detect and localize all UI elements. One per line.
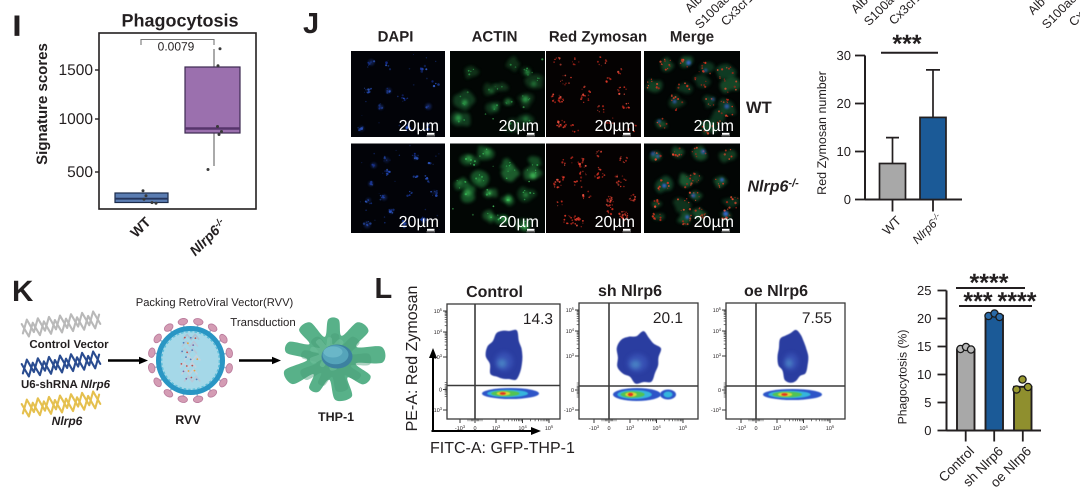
svg-text:0: 0 bbox=[844, 192, 851, 207]
svg-text:103: 103 bbox=[566, 352, 575, 360]
svg-text:Red Zymosan: Red Zymosan bbox=[549, 29, 647, 46]
svg-text:20µm: 20µm bbox=[499, 118, 539, 135]
svg-text:20µm: 20µm bbox=[595, 118, 635, 135]
svg-text:105: 105 bbox=[679, 424, 688, 432]
svg-text:U6-shRNA Nlrp6: U6-shRNA Nlrp6 bbox=[21, 379, 111, 391]
svg-text:Phagocytosis: Phagocytosis bbox=[121, 11, 238, 31]
svg-text:FITC-A: GFP-THP-1: FITC-A: GFP-THP-1 bbox=[430, 440, 575, 457]
svg-text:104: 104 bbox=[434, 328, 443, 336]
svg-text:Merge: Merge bbox=[670, 29, 714, 46]
svg-text:104: 104 bbox=[799, 424, 808, 432]
svg-text:THP-1: THP-1 bbox=[318, 410, 354, 424]
svg-text:-103: -103 bbox=[589, 424, 600, 432]
svg-text:DAPI: DAPI bbox=[378, 29, 414, 46]
svg-text:105: 105 bbox=[545, 424, 554, 432]
svg-text:-103: -103 bbox=[711, 406, 722, 414]
svg-text:104: 104 bbox=[518, 424, 527, 432]
svg-text:L: L bbox=[375, 273, 393, 305]
svg-text:0: 0 bbox=[439, 388, 442, 394]
svg-text:****: **** bbox=[998, 288, 1037, 316]
svg-text:Transduction: Transduction bbox=[230, 317, 295, 329]
svg-text:0: 0 bbox=[607, 426, 610, 432]
svg-text:Signature scores: Signature scores bbox=[34, 43, 51, 165]
svg-text:1500: 1500 bbox=[59, 62, 94, 79]
svg-text:105: 105 bbox=[826, 424, 835, 432]
svg-text:***: *** bbox=[963, 288, 992, 316]
svg-text:105: 105 bbox=[713, 306, 722, 314]
svg-text:0: 0 bbox=[718, 388, 721, 394]
svg-text:103: 103 bbox=[434, 353, 443, 361]
svg-text:***: *** bbox=[892, 30, 921, 58]
svg-text:104: 104 bbox=[652, 424, 661, 432]
svg-text:20: 20 bbox=[917, 311, 931, 326]
svg-text:Packing RetroViral Vector(RVV): Packing RetroViral Vector(RVV) bbox=[136, 297, 294, 309]
svg-text:104: 104 bbox=[566, 327, 575, 335]
svg-text:-103: -103 bbox=[736, 424, 747, 432]
svg-text:-103: -103 bbox=[455, 424, 466, 432]
svg-text:1000: 1000 bbox=[59, 111, 94, 128]
svg-text:0: 0 bbox=[571, 388, 574, 394]
svg-text:103: 103 bbox=[492, 424, 501, 432]
svg-text:Control Vector: Control Vector bbox=[29, 339, 109, 351]
svg-text:500: 500 bbox=[67, 164, 93, 181]
svg-text:25: 25 bbox=[917, 283, 931, 298]
svg-text:-103: -103 bbox=[564, 406, 575, 414]
svg-text:10: 10 bbox=[837, 144, 851, 159]
svg-text:10: 10 bbox=[917, 367, 931, 382]
svg-text:105: 105 bbox=[566, 306, 575, 314]
svg-text:20: 20 bbox=[837, 96, 851, 111]
svg-text:sh Nlrp6: sh Nlrp6 bbox=[598, 283, 662, 300]
svg-text:K: K bbox=[12, 275, 34, 308]
svg-text:20.1: 20.1 bbox=[653, 310, 683, 327]
svg-text:5: 5 bbox=[924, 395, 931, 410]
svg-text:0.0079: 0.0079 bbox=[158, 40, 195, 54]
svg-text:I: I bbox=[13, 11, 21, 43]
svg-text:103: 103 bbox=[626, 424, 635, 432]
svg-text:-103: -103 bbox=[432, 406, 443, 414]
svg-text:****: **** bbox=[970, 269, 1009, 297]
svg-text:0: 0 bbox=[754, 426, 757, 432]
svg-text:7.55: 7.55 bbox=[802, 310, 832, 327]
svg-text:Control: Control bbox=[466, 284, 523, 301]
svg-text:20µm: 20µm bbox=[399, 214, 439, 231]
svg-text:oe Nlrp6: oe Nlrp6 bbox=[744, 283, 808, 300]
svg-text:20µm: 20µm bbox=[499, 214, 539, 231]
svg-text:20µm: 20µm bbox=[595, 214, 635, 231]
svg-text:20µm: 20µm bbox=[694, 214, 734, 231]
svg-text:J: J bbox=[303, 8, 319, 40]
svg-text:103: 103 bbox=[773, 424, 782, 432]
svg-text:ACTIN: ACTIN bbox=[472, 29, 518, 46]
svg-text:103: 103 bbox=[713, 352, 722, 360]
svg-text:RVV: RVV bbox=[175, 413, 201, 427]
svg-text:Nlrp6: Nlrp6 bbox=[52, 414, 83, 428]
svg-text:PE-A: Red Zymosan: PE-A: Red Zymosan bbox=[404, 286, 421, 432]
svg-text:0: 0 bbox=[924, 423, 931, 438]
svg-text:15: 15 bbox=[917, 339, 931, 354]
svg-text:30: 30 bbox=[837, 48, 851, 63]
svg-text:20µm: 20µm bbox=[694, 118, 734, 135]
svg-text:Nlrp6-/-: Nlrp6-/- bbox=[748, 178, 800, 196]
svg-text:20µm: 20µm bbox=[399, 118, 439, 135]
svg-text:Red Zymosan number: Red Zymosan number bbox=[815, 71, 829, 195]
svg-text:14.3: 14.3 bbox=[523, 311, 553, 328]
svg-text:Phagocytosis (%): Phagocytosis (%) bbox=[896, 330, 910, 425]
svg-text:WT: WT bbox=[746, 99, 772, 117]
svg-text:104: 104 bbox=[713, 327, 722, 335]
svg-text:105: 105 bbox=[434, 307, 443, 315]
svg-text:0: 0 bbox=[473, 426, 476, 432]
